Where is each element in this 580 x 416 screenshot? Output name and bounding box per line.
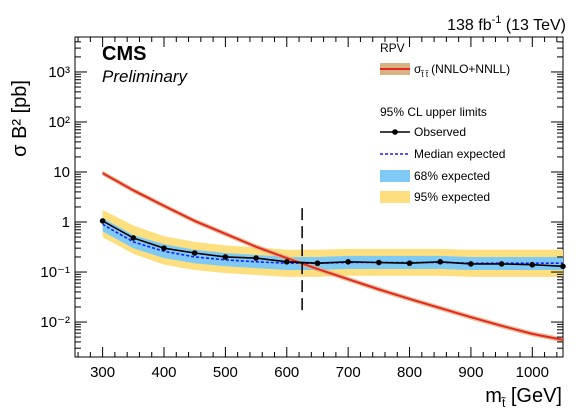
theory-line [102,172,564,341]
band-68 [102,218,563,270]
x-axis-ticks: 300 400 500 600 700 800 900 1000 [77,37,558,381]
cms-label: CMS [102,43,146,65]
observed-point [406,260,413,267]
observed-point [498,261,505,267]
x-tick-label: 600 [274,364,299,381]
preliminary-label: Preliminary [102,67,189,86]
legend-limits-title: 95% CL upper limits [380,105,487,119]
y-axis-ticks: 10⁻² 10⁻¹ 1 10 10² 10³ [40,36,563,358]
y-tick-label: 10³ [48,64,70,81]
y-tick-label: 1 [62,214,70,231]
legend-median-label: Median expected [414,147,505,161]
observed-point [99,218,106,224]
y-tick-label: 10⁻² [40,314,70,331]
observed-point [191,250,198,256]
observed-point [437,259,444,265]
y-axis-title: σ B² [pb] [9,80,31,157]
legend-theory-label: σt̃ t̃ (NNLO+NNLL) [414,62,510,79]
legend: RPV σt̃ t̃ (NNLO+NNLL) 95% CL upper limit… [380,41,510,204]
x-tick-label: 400 [151,364,176,381]
legend-band-95-label: 95% expected [414,190,490,204]
observed-point [529,261,536,268]
observed-point [253,255,259,261]
x-tick-label: 900 [458,364,483,381]
legend-observed-label: Observed [414,125,466,139]
legend-band-95 [380,191,410,203]
legend-rpv-title: RPV [380,41,405,55]
observed-point [560,263,566,270]
legend-observed-marker [392,129,398,135]
x-tick-label: 1000 [516,364,549,381]
observed-point [376,259,382,266]
legend-band-68 [380,170,410,182]
observed-point [222,254,229,260]
x-tick-label: 500 [213,364,238,381]
band-68-layer [102,218,563,270]
y-tick-label: 10² [48,114,70,131]
x-tick-label: 300 [90,364,115,381]
observed-point [314,260,321,267]
observed-point [161,245,167,251]
observed-line [102,220,564,268]
observed-point [468,261,474,267]
observed-point [283,259,290,265]
observed-point [345,259,351,265]
x-axis-title: mt̃ [GeV] [485,385,562,410]
theory-layer [102,170,564,343]
x-tick-label: 700 [336,364,361,381]
plot-frame [74,36,564,358]
y-tick-label: 10 [53,164,70,181]
legend-band-68-label: 68% expected [414,169,490,183]
observed-point [130,235,137,241]
observed-layer [99,218,566,270]
lumi-label: 138 fb-1 (13 TeV) [447,14,566,34]
x-tick-label: 800 [397,364,422,381]
y-tick-label: 10⁻¹ [40,264,70,281]
